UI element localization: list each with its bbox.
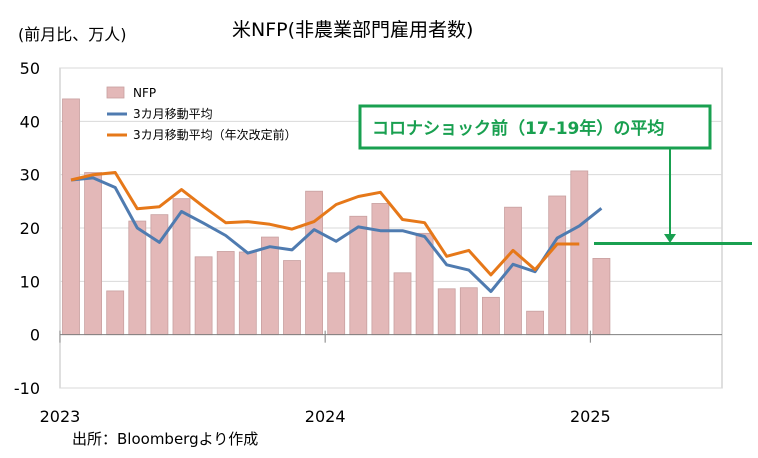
nfp-bar (481, 296, 500, 336)
nfp-bar (592, 257, 611, 336)
nfp-bar (128, 220, 147, 336)
nfp-bar (349, 215, 368, 336)
nfp-bar (371, 203, 390, 336)
unit-label: (前月比、万人) (18, 25, 127, 44)
x-tick-label: 2025 (570, 407, 611, 426)
chart-title: 米NFP(非農業部門雇用者数) (232, 19, 473, 41)
nfp-bar (548, 195, 567, 336)
legend-label-nfp: NFP (133, 86, 156, 100)
x-tick-label: 2023 (40, 407, 81, 426)
callout-text: コロナショック前（17-19年）の平均 (372, 118, 664, 139)
legend-label-3m-avg: 3カ月移動平均 (133, 107, 213, 121)
legend-swatch-nfp (106, 86, 125, 99)
moving-average-lines (70, 171, 603, 293)
nfp-bar (415, 232, 434, 336)
callout-arrow-head (664, 234, 676, 243)
nfp-bar (84, 172, 102, 336)
nfp-bar (216, 251, 235, 336)
nfp-bar (106, 290, 125, 336)
nfp-bar (327, 272, 346, 336)
y-tick-label: 10 (20, 272, 40, 291)
nfp-bar (570, 170, 589, 336)
x-axis-ticks: 2023 2024 2025 (40, 330, 611, 426)
source-note: 出所：Bloombergより作成 (72, 430, 258, 448)
nfp-bar (526, 310, 544, 336)
y-tick-label: 30 (20, 166, 40, 185)
y-tick-label: 50 (20, 59, 40, 78)
nfp-bar (283, 260, 301, 336)
nfp-bar (260, 236, 279, 336)
y-axis-ticks: 50 40 30 20 10 0 -10 (14, 59, 40, 398)
nfp-bar (194, 256, 213, 336)
legend-label-3m-avg-pre-revision: 3カ月移動平均（年次改定前） (133, 127, 297, 142)
legend: NFP 3カ月移動平均 3カ月移動平均（年次改定前） (106, 86, 297, 142)
average-callout: コロナショック前（17-19年）の平均 (358, 104, 712, 243)
nfp-bar (459, 287, 478, 336)
y-tick-label: 40 (20, 112, 40, 131)
y-tick-label: 0 (30, 326, 40, 345)
nfp-bar (393, 272, 412, 336)
line-3m-avg (70, 176, 603, 293)
x-tick-label: 2024 (305, 407, 346, 426)
nfp-bar (437, 288, 456, 336)
nfp-bar (305, 190, 324, 336)
callout-box (358, 104, 712, 150)
nfp-bars (62, 98, 611, 336)
nfp-bar (62, 98, 80, 336)
y-tick-label: -10 (14, 379, 40, 398)
nfp-bar (238, 251, 257, 336)
line-3m-avg-pre-revision (70, 171, 580, 277)
y-tick-label: 20 (20, 219, 40, 238)
